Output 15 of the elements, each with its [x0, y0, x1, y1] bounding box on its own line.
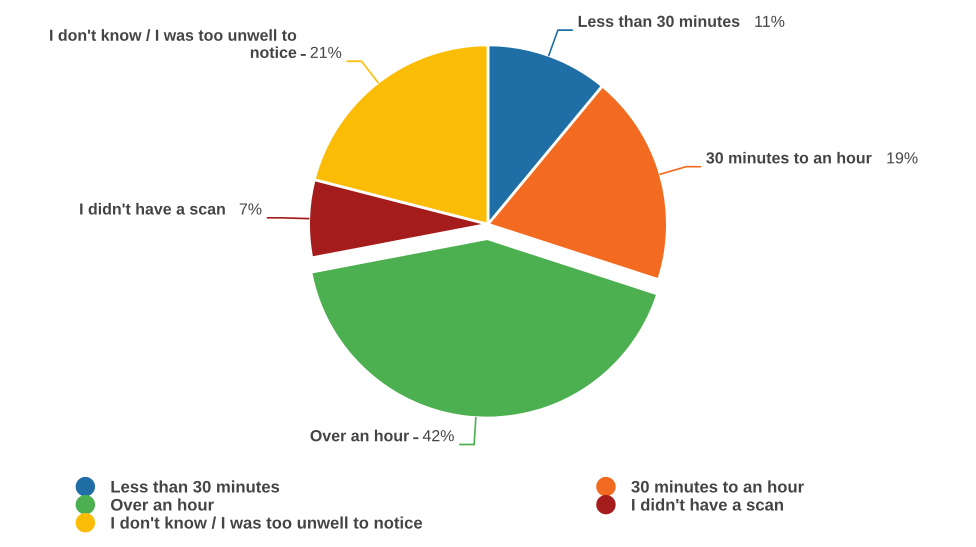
category-label: I didn't have a scan [80, 202, 225, 215]
legend-label: Less than 30 minutes [111, 480, 280, 493]
legend-label: I didn't have a scan [632, 498, 784, 511]
data-label: 21% [310, 46, 342, 58]
slice-label: Over an hour [310, 430, 410, 442]
data-label: 11% [755, 16, 784, 27]
slice-label: Less than 30 minutes [578, 15, 740, 28]
data-label: 19% [887, 152, 918, 164]
data-label: 42% [422, 430, 454, 442]
legend-label: 30 minutes to an hour [631, 480, 804, 493]
slice-label: 30 minutes to an hour [706, 152, 872, 164]
legend-label: Over an hour [111, 498, 214, 511]
data-label: 7% [240, 203, 262, 215]
slice-label: I don't know / I was too unwell to notice [50, 29, 296, 58]
legend-label: I don't know / I was too unwell to notice [111, 516, 422, 529]
